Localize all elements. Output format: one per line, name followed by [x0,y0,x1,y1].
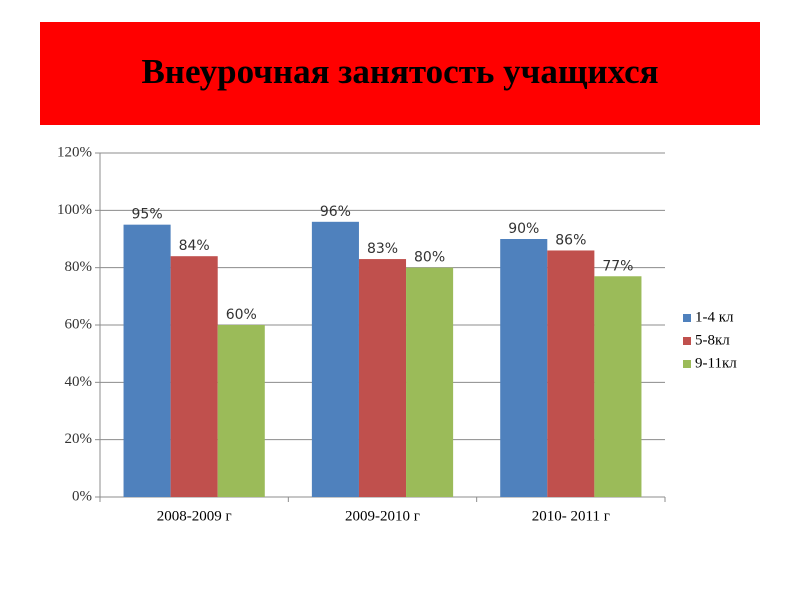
y-tick-label: 0% [72,488,92,504]
bar [123,224,171,497]
legend-swatch [683,360,691,368]
chart-title: Внеурочная занятость учащихся [141,52,658,91]
x-tick-label: 2009-2010 г [345,508,420,524]
bar [358,259,407,497]
y-tick-label: 20% [65,431,93,447]
data-label: 86% [555,232,586,248]
bar [217,325,265,497]
legend-label: 9-11кл [695,355,737,371]
data-label: 84% [179,238,210,254]
bar [406,267,454,497]
data-label: 77% [602,258,633,274]
legend-label: 1-4 кл [695,309,734,325]
y-tick-label: 60% [65,316,93,332]
data-label: 96% [320,204,351,220]
y-tick-label: 80% [65,259,93,275]
x-tick-label: 2008-2009 г [157,508,232,524]
bar [547,250,595,497]
data-label: 60% [226,307,257,323]
y-tick-label: 100% [57,202,92,218]
data-label: 95% [132,207,163,223]
legend-swatch [683,337,691,345]
legend-label: 5-8кл [695,332,730,348]
bar [594,276,642,497]
x-tick-label: 2010- 2011 г [532,508,610,524]
data-label: 83% [367,241,398,257]
data-label: 80% [414,250,445,266]
y-tick-label: 120% [57,144,92,160]
legend-swatch [683,314,691,322]
data-label: 90% [508,221,539,237]
bar [311,221,359,498]
bar [170,256,218,497]
bar [500,239,548,497]
y-tick-label: 40% [65,374,93,390]
title-banner [40,22,760,125]
